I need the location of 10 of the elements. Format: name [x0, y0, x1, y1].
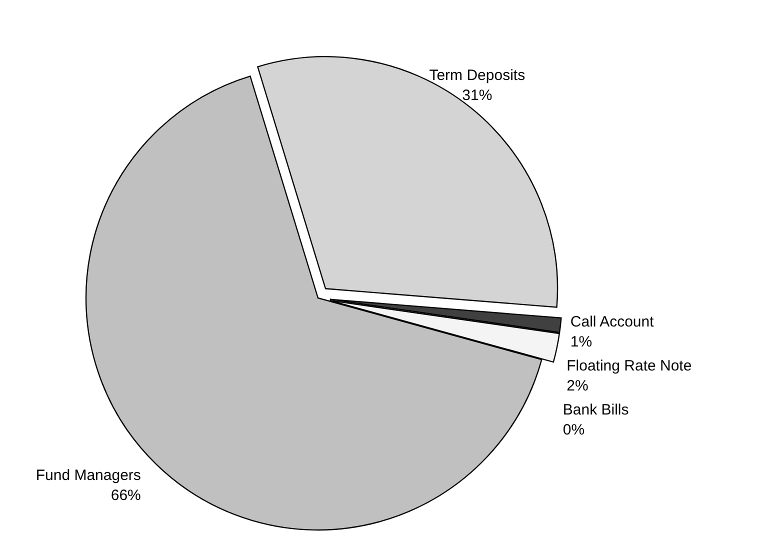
data-label: 66% [110, 487, 141, 504]
category-label: Bank Bills [562, 401, 629, 418]
slice-label: Term Deposits [429, 67, 526, 84]
data-label: 31% [462, 87, 492, 104]
text: 0% [562, 421, 585, 438]
data-label: 2% [566, 377, 588, 394]
slice-label: Call Account [570, 313, 655, 330]
slice-label: Fund Managers [36, 467, 141, 484]
data-label: 1% [570, 333, 592, 350]
slice-label: Floating Rate Note [566, 357, 692, 374]
